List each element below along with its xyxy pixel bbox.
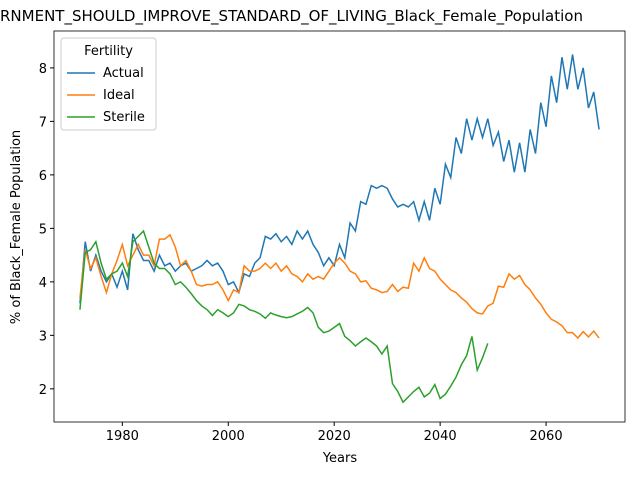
plot-frame: [53, 30, 626, 423]
series-line: [79, 233, 600, 340]
y-tick-label: 7: [39, 115, 47, 130]
y-tick-label: 5: [39, 222, 47, 237]
legend-label: Actual: [103, 66, 144, 81]
y-tick-label: 8: [39, 62, 47, 77]
chart-title: RNMENT_SHOULD_IMPROVE_STANDARD_OF_LIVING…: [0, 7, 583, 26]
legend-title: Fertility: [84, 44, 133, 59]
y-tick-label: 6: [39, 169, 47, 184]
x-axis-label: Years: [322, 451, 358, 466]
series-line: [79, 229, 489, 404]
x-tick-label: 2020: [318, 429, 351, 444]
legend-box: [60, 37, 157, 131]
legend-label: Ideal: [103, 88, 135, 103]
y-tick-label: 2: [39, 383, 47, 398]
x-tick-label: 2000: [212, 429, 245, 444]
x-tick-label: 2040: [424, 429, 457, 444]
y-tick-label: 3: [39, 329, 47, 344]
y-axis-label: % of Black_Female Population: [9, 130, 24, 324]
x-tick-label: 2060: [530, 429, 563, 444]
y-tick-label: 4: [39, 276, 47, 291]
series-line: [79, 54, 600, 304]
x-tick-label: 1980: [106, 429, 139, 444]
legend-label: Sterile: [103, 110, 145, 125]
